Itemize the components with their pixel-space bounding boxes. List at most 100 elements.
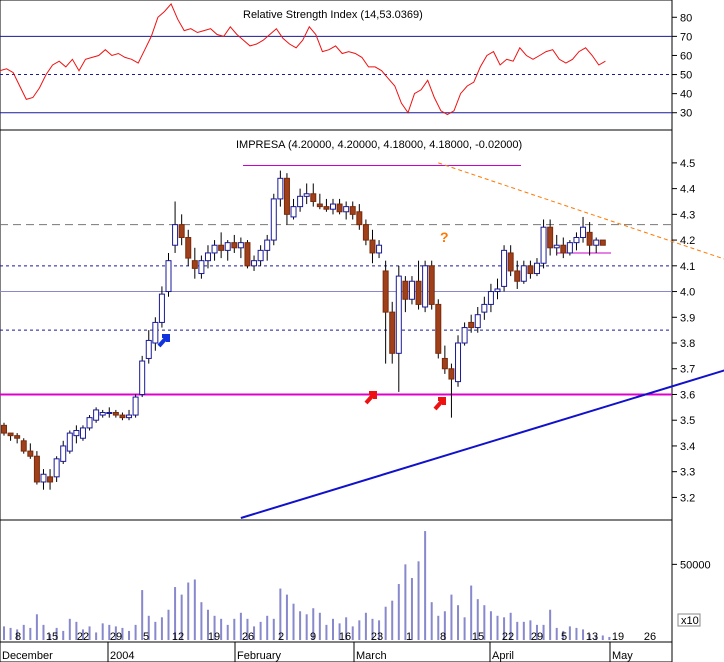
red-arrow-icon	[364, 391, 377, 405]
candle-body	[474, 314, 481, 329]
candle-body	[349, 206, 356, 215]
volume-bar	[134, 624, 137, 640]
rsi-y-tick-label: 30	[680, 108, 692, 120]
volume-bar	[457, 605, 460, 640]
unit-badge-label: x10	[681, 615, 699, 627]
volume-bar	[62, 630, 65, 640]
date-axis-frame	[0, 641, 673, 662]
x-tick-label: 5	[561, 631, 567, 643]
volume-bar	[299, 611, 302, 640]
volume-bar	[266, 615, 269, 640]
unit-badge	[677, 613, 701, 627]
candle-body	[487, 291, 494, 305]
candle-body	[244, 242, 251, 267]
volume-bar	[285, 594, 288, 640]
candle-body	[402, 280, 409, 300]
candle-body	[66, 432, 73, 452]
volume-bar	[529, 620, 532, 640]
volume-bar	[312, 608, 315, 640]
candle-body	[86, 417, 93, 429]
volume-bar	[35, 614, 38, 640]
volume-bar	[371, 618, 374, 640]
candle-body	[126, 414, 133, 419]
volume-bar	[358, 620, 361, 640]
price-title: IMPRESA (4.20000, 4.20000, 4.18000, 4.18…	[236, 139, 522, 151]
price-y-tick-label: 3.2	[680, 492, 695, 504]
volume-bar	[174, 587, 177, 640]
candle-body	[33, 455, 40, 483]
candle-body	[27, 450, 34, 457]
candle-body	[224, 242, 231, 251]
price-y-tick-label: 4.4	[680, 184, 695, 196]
volume-bar	[193, 579, 196, 640]
candle-body	[99, 411, 106, 416]
candle-body	[251, 260, 258, 267]
candle-body	[415, 280, 422, 305]
volume-bar	[167, 609, 170, 640]
price-y-tick-label: 4.0	[680, 287, 695, 299]
volume-bar	[108, 624, 111, 640]
price-y-tick-label: 3.3	[680, 467, 695, 479]
candle-body	[481, 303, 488, 313]
candle-body	[323, 206, 330, 210]
price-y-tick-label: 3.6	[680, 389, 695, 401]
x-tick-label: 5	[143, 631, 149, 643]
x-tick-label: 19	[612, 631, 624, 643]
candle-body	[553, 244, 560, 249]
candle-body	[428, 265, 435, 305]
x-tick-label: 2	[278, 631, 284, 643]
price-y-tick-label: 3.9	[680, 312, 695, 324]
volume-bar	[233, 618, 236, 640]
x-tick-label: 15	[46, 631, 58, 643]
candle-body	[14, 435, 21, 439]
candle-body	[316, 203, 323, 208]
price-layer: 4.5 4.4 4.3 4.2 4.1 4.0 3.9 3.8 3.7 3.6 3.5 3.4 3.3 3…	[0, 158, 724, 519]
candle-body	[277, 177, 284, 200]
candle-body	[527, 265, 534, 275]
volume-bar	[68, 618, 71, 640]
volume-bar	[397, 584, 400, 640]
volume-bar	[147, 615, 150, 640]
volume-bar	[476, 599, 479, 640]
volume-y-tick-label: 50000	[680, 559, 711, 571]
volume-bar	[364, 612, 367, 640]
volume-bar	[180, 594, 183, 640]
candle-body	[566, 242, 573, 254]
candle-body	[1, 424, 7, 434]
x-tick-label: 12	[172, 631, 184, 643]
candle-body	[132, 396, 139, 416]
rsi-title: Relative Strength Index (14,53.0369)	[243, 9, 423, 21]
volume-bar	[272, 618, 275, 640]
volume-bar	[253, 626, 256, 640]
candle-body	[336, 203, 343, 213]
rsi-y-tick-label: 80	[680, 12, 692, 24]
volume-bar	[404, 564, 407, 640]
volume-bar	[259, 621, 262, 640]
price-y-tick-label: 4.5	[680, 158, 695, 170]
volume-bar	[503, 617, 506, 640]
month-label: February	[237, 650, 282, 662]
volume-bar	[187, 582, 190, 640]
volume-bar	[496, 615, 499, 640]
volume-bar	[608, 636, 611, 640]
volume-bar	[509, 612, 512, 640]
x-tick-label: 16	[339, 631, 351, 643]
candle-body	[297, 195, 304, 208]
volume-bar	[239, 612, 242, 640]
volume-bar	[292, 603, 295, 640]
rsi-y-tick-label: 60	[680, 50, 692, 62]
candle-body	[145, 339, 152, 359]
question-annotation: ?	[440, 229, 449, 245]
candle-body	[501, 249, 508, 287]
candle-body	[264, 239, 271, 251]
volume-bar	[81, 629, 84, 640]
candle-body	[283, 177, 290, 215]
x-tick-label: 8	[15, 631, 21, 643]
candle-body	[93, 409, 100, 421]
price-y-tick-label: 4.2	[680, 235, 695, 247]
candle-body	[395, 275, 402, 354]
candle-body	[198, 260, 205, 275]
rsi-y-tick-label: 50	[680, 70, 692, 82]
candle-body	[455, 342, 462, 383]
month-label: March	[356, 650, 387, 662]
